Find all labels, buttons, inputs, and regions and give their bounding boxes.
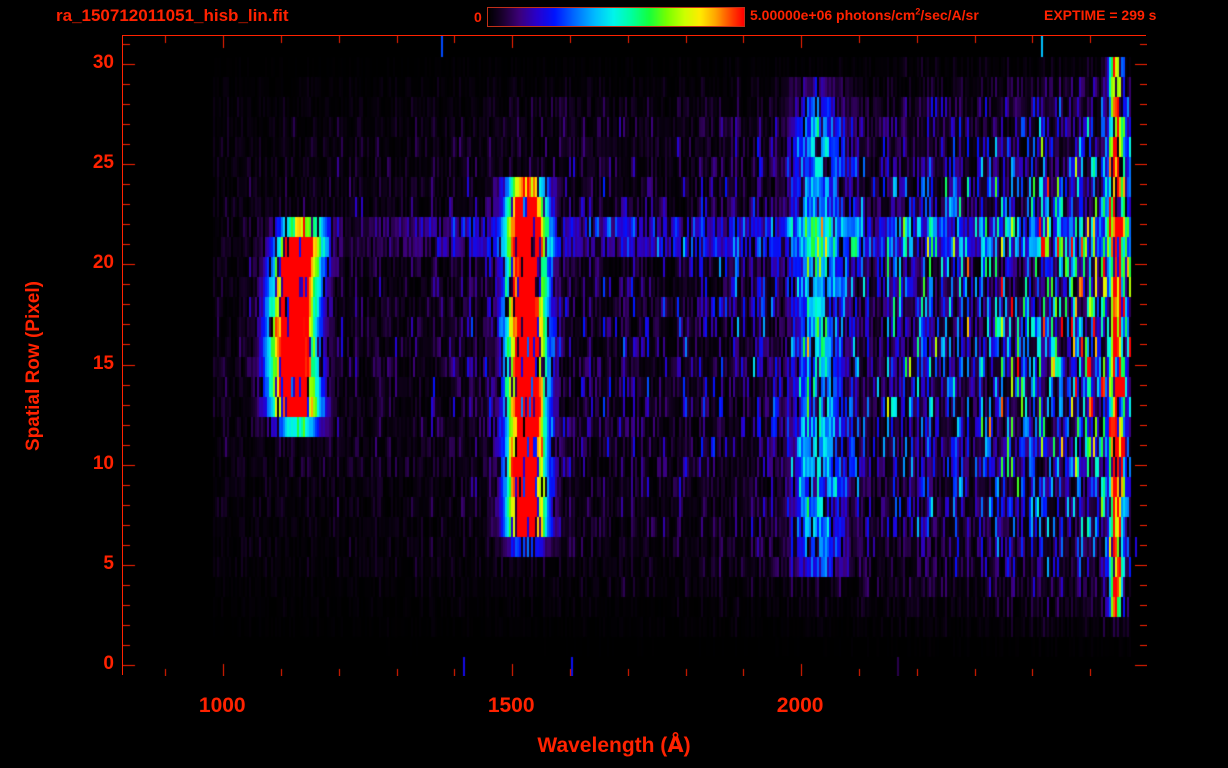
y-tick-label: 20 xyxy=(92,252,114,274)
plot-frame xyxy=(122,35,1147,676)
y-tick-label: 10 xyxy=(92,452,114,474)
page-title: ra_150712011051_hisb_lin.fit xyxy=(56,6,289,25)
exptime-label: EXPTIME = 299 s xyxy=(1044,7,1157,23)
colorbar-max-value: 5.00000e+06 photons/cm xyxy=(750,7,916,23)
colorbar-max-suffix: /sec/A/sr xyxy=(920,7,979,23)
y-tick-label: 5 xyxy=(103,552,114,574)
y-axis-title: Spatial Row (Pixel) xyxy=(23,281,44,451)
colorbar-max-label: 5.00000e+06 photons/cm2/sec/A/sr xyxy=(750,7,979,23)
x-axis-title: Wavelength (Å) xyxy=(0,733,1228,758)
y-tick-label: 0 xyxy=(103,652,114,674)
colorbar-max-exponent: 2 xyxy=(915,6,921,17)
y-tick-label: 25 xyxy=(92,152,114,174)
x-tick-label: 1000 xyxy=(198,694,246,717)
colorbar xyxy=(487,7,745,27)
x-axis-title-close: ) xyxy=(683,734,691,757)
x-tick-label: 2000 xyxy=(776,694,824,717)
spectrogram-image xyxy=(123,36,1147,676)
y-tick-label: 15 xyxy=(92,352,114,374)
angstrom-symbol: Å xyxy=(667,733,684,757)
y-tick-label: 30 xyxy=(92,52,114,74)
x-axis-title-text: Wavelength ( xyxy=(537,734,668,757)
y-axis-tick-labels: 0 5 10 15 20 25 30 xyxy=(62,0,114,768)
x-tick-label: 1500 xyxy=(487,694,535,717)
colorbar-min-label: 0 xyxy=(474,9,482,25)
